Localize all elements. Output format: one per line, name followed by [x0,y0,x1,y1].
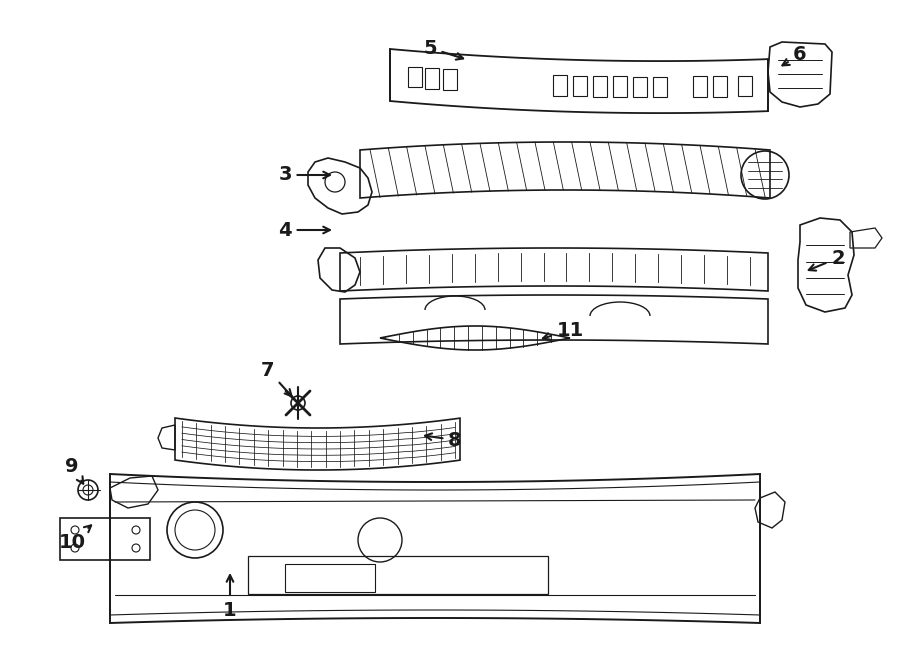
Bar [60,518,150,560]
Bar [593,76,607,97]
Bar [425,68,439,89]
Text: 10: 10 [58,525,91,551]
Text: 7: 7 [261,360,292,396]
Bar [285,564,375,592]
Text: 6: 6 [782,46,806,65]
Text: 2: 2 [809,249,845,270]
Text: 11: 11 [543,321,583,340]
Bar [443,69,457,90]
Bar [553,75,567,96]
Bar [713,76,727,97]
Text: 4: 4 [278,221,330,239]
Bar [633,77,647,97]
Text: 9: 9 [65,457,84,484]
Bar [613,77,627,97]
Bar [738,75,752,97]
Text: 8: 8 [425,430,462,449]
Bar [653,77,667,97]
Bar [248,556,548,594]
Bar [693,77,707,97]
Bar [408,67,422,87]
Text: 5: 5 [423,38,464,59]
Bar [573,75,587,97]
Text: 3: 3 [278,165,330,184]
Text: 1: 1 [223,575,237,619]
